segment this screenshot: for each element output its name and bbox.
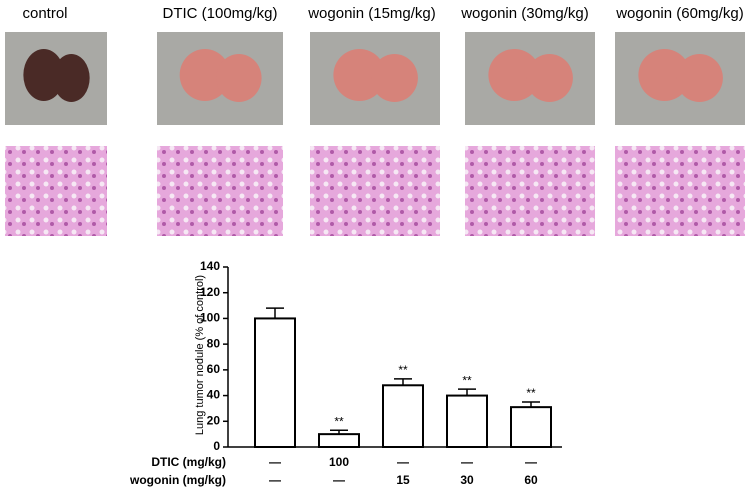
histology-photo [615, 146, 745, 236]
treatment-cell: — [333, 473, 345, 487]
lung-right [676, 54, 723, 102]
lung-right [526, 54, 573, 102]
y-tick-label: 40 [207, 388, 221, 402]
significance-label: ** [526, 386, 536, 400]
bar [382, 384, 424, 448]
treatment-cell: — [397, 455, 409, 469]
y-axis-label: Lung tumor nodule (% of control) [194, 275, 206, 435]
lung-left [333, 49, 386, 101]
treatment-cell: — [461, 455, 473, 469]
y-tick-label: 100 [200, 311, 220, 325]
significance-label: ** [398, 363, 408, 377]
y-tick-label: 140 [200, 259, 220, 273]
treatment-label: wogonin (mg/kg) [129, 473, 226, 487]
bar [318, 433, 360, 448]
treatment-cell: — [269, 455, 281, 469]
y-tick-label: 60 [207, 362, 221, 376]
y-tick-label: 0 [213, 439, 220, 453]
y-tick-label: 80 [207, 336, 221, 350]
panel-label: DTIC (100mg/kg) [162, 5, 277, 22]
treatment-cell: 30 [460, 473, 474, 487]
significance-label: ** [334, 414, 344, 428]
lung-left [23, 49, 65, 101]
treatment-cell: 60 [524, 473, 538, 487]
histology-photo [157, 146, 283, 236]
lung-left [638, 49, 691, 101]
treatment-cell: 100 [329, 455, 349, 469]
histology-photo [310, 146, 440, 236]
panel-label: control [22, 5, 67, 22]
histology-photo [5, 146, 107, 236]
treatment-cell: — [269, 473, 281, 487]
treatment-cell: 15 [396, 473, 410, 487]
treatment-cell: — [525, 455, 537, 469]
treatment-label: DTIC (mg/kg) [151, 455, 226, 469]
bar [510, 406, 552, 448]
lung-right [216, 54, 262, 102]
lung-left [488, 49, 541, 101]
lung-left [179, 49, 231, 101]
y-tick-label: 120 [200, 285, 220, 299]
bar [446, 394, 488, 449]
bar [254, 317, 296, 448]
histology-photo [465, 146, 595, 236]
y-tick-label: 20 [207, 413, 221, 427]
lung-right [52, 54, 90, 102]
panel-label: wogonin (60mg/kg) [615, 5, 744, 22]
significance-label: ** [462, 373, 472, 387]
lung-right [371, 54, 418, 102]
panel-label: wogonin (30mg/kg) [460, 5, 589, 22]
panel-label: wogonin (15mg/kg) [307, 5, 436, 22]
